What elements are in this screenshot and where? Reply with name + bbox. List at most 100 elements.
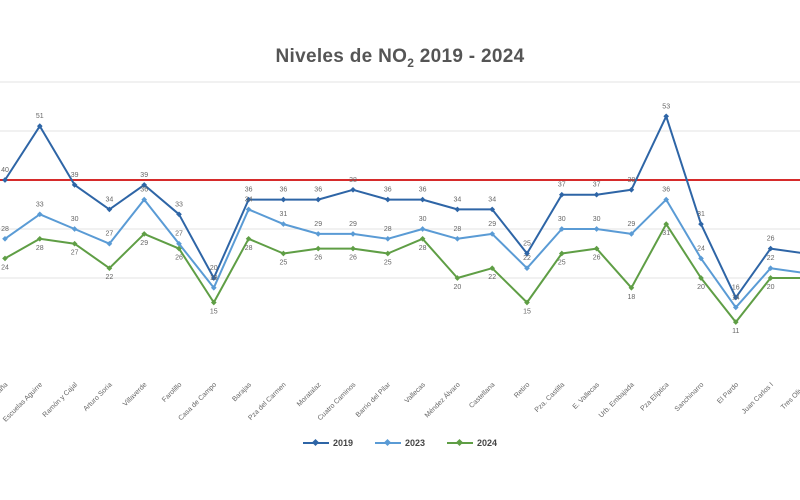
data-labels: 40 51 39 34 39 33 20 36 36 36 38 36 36 34 34 25 37 37 38 53…: [1, 103, 775, 335]
data-label-2023: 29: [314, 221, 322, 228]
data-point-2024: [558, 250, 565, 257]
data-label-2019: 51: [36, 113, 44, 120]
data-point-2023: [141, 196, 148, 203]
data-label-2024: 25: [558, 260, 566, 267]
data-label-2023: 31: [280, 211, 288, 218]
data-label-2019: 36: [245, 187, 253, 194]
data-label-2019: 34: [454, 196, 462, 203]
data-label-2023: 28: [1, 226, 9, 233]
data-label-2023: 30: [419, 216, 427, 223]
data-point-2024: [176, 245, 182, 252]
data-label-2019: 36: [280, 187, 288, 194]
data-label-2019: 36: [384, 187, 392, 194]
data-point-2019: [71, 182, 78, 188]
x-tick-label: Pza. Castilla: [534, 381, 567, 414]
data-label-2019: 31: [697, 211, 705, 218]
legend-label-2023: 2023: [404, 438, 426, 448]
legend-item-2019[interactable]: 2019: [302, 438, 353, 448]
data-point-2023: [489, 231, 496, 237]
data-label-2023: 22: [767, 255, 775, 262]
data-label-2023: 28: [384, 226, 392, 233]
data-point-2024: [732, 319, 739, 325]
data-label-2024: 25: [384, 260, 392, 267]
data-label-2023: 24: [697, 245, 705, 252]
data-label-2019: 20: [210, 265, 218, 272]
x-tick-label: Vallecas: [404, 381, 428, 405]
data-point-2023: [71, 226, 78, 232]
data-label-2024: 20: [697, 284, 705, 291]
data-label-2019: 36: [419, 187, 427, 194]
legend: 2019 2023 2024: [0, 438, 800, 448]
data-point-2019: [106, 206, 113, 213]
title-subscript: 2: [407, 55, 415, 70]
data-label-2019: 36: [314, 187, 322, 194]
data-point-2024: [489, 265, 496, 272]
data-point-2023: [176, 240, 182, 247]
legend-item-2023[interactable]: 2023: [374, 438, 426, 448]
x-tick-label: Moratalaz: [296, 381, 323, 408]
data-point-2024: [767, 275, 774, 281]
data-point-2019: [454, 206, 461, 213]
data-point-2019: [593, 191, 600, 198]
data-label-2024: 25: [280, 260, 288, 267]
data-label-2019: 16: [732, 285, 740, 292]
data-label-2019: 37: [558, 182, 566, 189]
data-point-2019: [767, 245, 774, 252]
data-point-2024: [384, 250, 391, 257]
data-point-2023: [384, 235, 391, 242]
series-line-2024: [4, 223, 800, 324]
legend-swatch-2024: [447, 442, 474, 444]
x-tick-label: El Pardo: [716, 381, 740, 405]
data-point-2024: [454, 275, 461, 281]
data-point-2023: [767, 265, 774, 272]
legend-item-2024[interactable]: 2024: [447, 438, 497, 448]
data-label-2023: 30: [593, 216, 601, 223]
data-label-2023: 33: [36, 201, 44, 208]
data-label-2023: 34: [245, 196, 253, 203]
data-point-2024: [71, 240, 78, 247]
series-group: [2, 113, 800, 325]
data-label-2024: 28: [245, 245, 253, 252]
data-point-2023: [245, 206, 252, 213]
data-point-2019: [698, 221, 704, 227]
data-label-2024: 26: [314, 255, 322, 262]
legend-label-2019: 2019: [332, 438, 353, 448]
data-point-2019: [350, 186, 356, 193]
x-tick-label: Sanchinarro: [674, 381, 706, 413]
data-point-2024: [593, 245, 600, 252]
x-tick-label: Retiro: [513, 381, 531, 399]
data-point-2019: [280, 196, 287, 203]
x-tick-label: Cuatro Caminos: [317, 381, 358, 422]
data-label-2024: 22: [488, 274, 496, 281]
data-point-2023: [350, 231, 356, 237]
data-label-2023: 29: [628, 221, 636, 228]
data-point-2019: [210, 275, 217, 281]
data-point-2023: [524, 265, 530, 272]
series-line-2023: [4, 198, 800, 309]
data-point-2024: [245, 235, 252, 242]
data-label-2023: 29: [488, 221, 496, 228]
x-tick-label: Castellana: [468, 381, 496, 409]
data-point-2019: [245, 196, 252, 203]
data-point-2024: [663, 221, 670, 227]
data-label-2019: 39: [71, 172, 79, 179]
x-tick-label: Arturo Soria: [82, 381, 113, 412]
data-label-2023: 30: [71, 216, 79, 223]
x-tick-label: Barrio del Pilar: [355, 381, 393, 419]
x-tick-label: Villaverde: [122, 381, 149, 408]
data-point-2023: [419, 226, 426, 232]
data-point-2019: [558, 191, 565, 198]
data-label-2024: 22: [106, 274, 114, 281]
data-point-2023: [593, 226, 600, 232]
chart-title: Niveles de NO2 2019 - 2024: [0, 46, 800, 70]
data-point-2024: [419, 235, 426, 242]
data-point-2024: [628, 284, 635, 291]
data-point-2023: [106, 240, 113, 247]
data-label-2024: 28: [36, 245, 44, 252]
data-point-2023: [628, 231, 635, 237]
data-label-2024: 20: [767, 284, 775, 291]
legend-swatch-2023: [374, 442, 401, 444]
data-point-2024: [315, 245, 322, 252]
